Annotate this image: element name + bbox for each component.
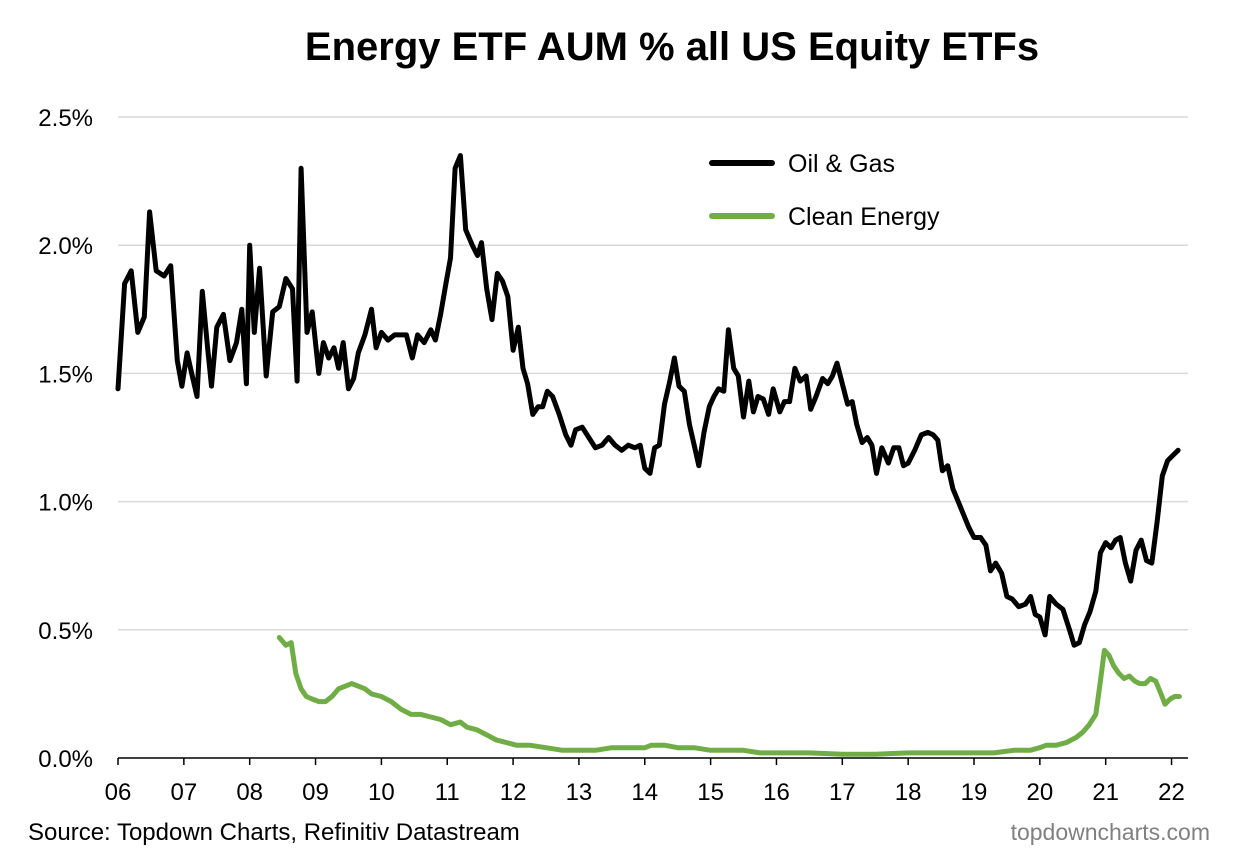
x-tick-label: 20 bbox=[1026, 779, 1053, 806]
x-tick-label: 17 bbox=[829, 779, 856, 806]
x-tick-label: 18 bbox=[895, 779, 922, 806]
legend: Oil & Gas Clean Energy bbox=[709, 150, 940, 231]
legend-label-oil-gas: Oil & Gas bbox=[788, 150, 895, 178]
series-line-oil-gas bbox=[115, 153, 1181, 648]
x-tick-label: 07 bbox=[170, 779, 197, 806]
gridlines bbox=[118, 116, 1188, 631]
x-tick-label: 10 bbox=[368, 779, 395, 806]
x-tick-label: 08 bbox=[236, 779, 263, 806]
x-tick-label: 14 bbox=[631, 779, 658, 806]
y-tick-label: 1.5% bbox=[38, 361, 93, 388]
x-tick-label: 11 bbox=[435, 779, 460, 806]
x-tick-label: 19 bbox=[961, 779, 988, 806]
series-lines bbox=[115, 153, 1182, 757]
x-axis-ticks: 06 07 08 09 10 11 12 13 14 15 16 17 18 19 20 21 22 bbox=[105, 757, 1188, 806]
x-tick-label: 06 bbox=[105, 779, 132, 806]
source-note: Source: Topdown Charts, Refinitiv Datast… bbox=[28, 819, 520, 846]
series-line-clean-energy bbox=[276, 635, 1182, 757]
x-tick-label: 15 bbox=[697, 779, 724, 806]
x-tick-label: 22 bbox=[1158, 779, 1185, 806]
legend-label-clean-energy: Clean Energy bbox=[788, 203, 940, 231]
brand-watermark: topdowncharts.com bbox=[1011, 819, 1210, 845]
x-tick-label: 09 bbox=[302, 779, 329, 806]
y-tick-label: 1.0% bbox=[38, 490, 93, 517]
y-tick-label: 0.5% bbox=[38, 618, 93, 645]
y-tick-label: 0.0% bbox=[38, 746, 93, 773]
x-tick-label: 21 bbox=[1092, 779, 1119, 806]
y-tick-label: 2.5% bbox=[38, 105, 93, 132]
chart-title: Energy ETF AUM % all US Equity ETFs bbox=[305, 25, 1039, 69]
x-tick-label: 16 bbox=[763, 779, 790, 806]
y-axis-ticks: 0.0% 0.5% 1.0% 1.5% 2.0% 2.5% bbox=[38, 105, 93, 773]
x-tick-label: 13 bbox=[566, 779, 593, 806]
y-tick-label: 2.0% bbox=[38, 233, 93, 260]
x-tick-label: 12 bbox=[500, 779, 527, 806]
